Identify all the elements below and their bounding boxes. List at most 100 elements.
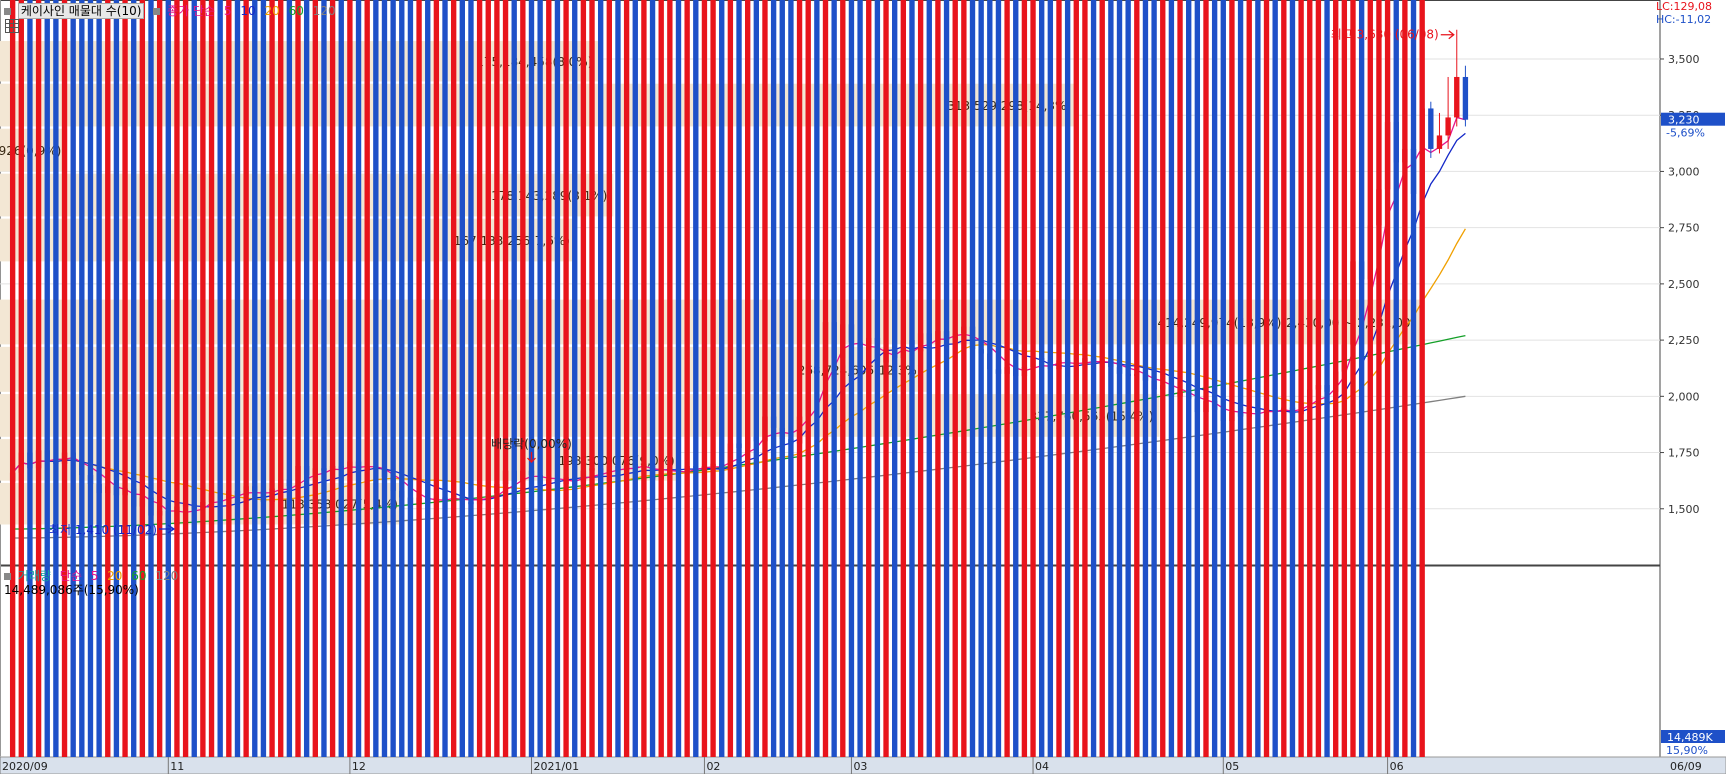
volume-bar — [736, 0, 742, 757]
volume-bar — [1013, 0, 1019, 757]
volume-bar — [1237, 0, 1244, 757]
volume-bar — [779, 0, 785, 757]
volume-bar — [1168, 0, 1175, 757]
low-annotation: 최저 1,410 (11/02) — [49, 523, 157, 537]
volume-bar — [987, 0, 993, 757]
volume-bar — [35, 0, 42, 757]
current-volume-box — [1661, 730, 1725, 743]
grid-toggle-icon[interactable] — [5, 19, 19, 33]
volume-bar — [485, 0, 491, 757]
current-price-label: 3,230 — [1668, 114, 1700, 127]
ma5-period: 5 — [223, 4, 232, 18]
volume-bar — [450, 0, 457, 757]
volume-bar — [1039, 0, 1045, 757]
volume-bars — [9, 0, 1425, 758]
volume-bar — [1047, 0, 1054, 757]
volume-bar — [701, 0, 708, 757]
volume-bar — [87, 0, 94, 757]
volume-bar — [848, 0, 855, 757]
volume-bar — [381, 0, 388, 757]
volume-bar — [675, 0, 682, 757]
volume-bar — [27, 0, 33, 757]
date-tick-label: 03 — [853, 760, 867, 773]
annotations: 최고 3,630 (06/08) 최저 1,410 (11/02) 배당락(0,00… — [49, 28, 1455, 537]
volume-bar — [546, 0, 552, 757]
price-legend: 케이사인 매물대 수(10) 종가 단순 5 10 20 60 120 — [4, 2, 341, 19]
volume-bar — [580, 0, 587, 757]
volume-bar — [1064, 0, 1071, 757]
price-tick-label: 3,000 — [1668, 165, 1700, 178]
volume-bar — [1410, 0, 1417, 757]
candle-body — [1436, 135, 1443, 149]
volume-bar — [1151, 0, 1157, 757]
volume-bar — [917, 0, 924, 757]
volume-bar — [727, 0, 734, 757]
volume-bar — [303, 0, 310, 757]
volume-bar — [321, 0, 327, 757]
indicator-title[interactable]: 케이사인 매물대 수(10) — [17, 3, 145, 19]
volume-bar — [105, 0, 111, 757]
volume-bar — [399, 0, 405, 757]
date-tick-label: 02 — [706, 760, 720, 773]
date-tick-label: 05 — [1225, 760, 1239, 773]
volume-bar — [814, 0, 820, 757]
volume-bar — [1281, 0, 1287, 757]
volume-bar — [1194, 0, 1201, 757]
volume-bar — [329, 0, 336, 757]
volume-bar — [866, 0, 872, 757]
volume-bar — [1203, 0, 1209, 757]
volume-bar — [355, 0, 362, 757]
ma120-period: 120 — [312, 4, 336, 18]
volume-bar — [926, 0, 932, 758]
volume-bar — [131, 0, 137, 757]
volume-bar — [572, 0, 578, 757]
volume-bar — [70, 0, 76, 757]
volume-bar — [295, 0, 301, 757]
volume-bar — [1220, 0, 1226, 757]
legend-icon[interactable] — [4, 8, 11, 15]
volume-bar — [243, 0, 249, 757]
volume-bar — [18, 0, 24, 757]
volume-bar — [122, 0, 128, 757]
volume-bar — [961, 0, 967, 757]
volume-bar — [1160, 0, 1166, 757]
volume-bar — [528, 0, 535, 757]
volume-bar — [900, 0, 907, 757]
volume-bar — [1289, 0, 1296, 757]
dividend-annotation: 배당락(0,00%) — [491, 437, 572, 451]
volume-bar — [390, 0, 396, 757]
volume-bar — [520, 0, 526, 757]
volume-bar — [589, 0, 595, 757]
volume-bar — [1307, 0, 1313, 757]
ma60-period: 60 — [288, 4, 304, 18]
volume-bar — [597, 0, 604, 757]
volume-bar — [1341, 0, 1348, 757]
volume-bar — [364, 0, 370, 757]
date-tick-label: 12 — [352, 760, 366, 773]
volume-bar — [822, 0, 829, 757]
volume-bar — [234, 0, 241, 757]
ma10-period: 10 — [240, 4, 256, 18]
volume-bar — [796, 0, 803, 757]
volume-bar — [892, 0, 898, 757]
volume-bar — [909, 0, 915, 757]
volume-bar — [1056, 0, 1062, 757]
candle-body — [1454, 76, 1460, 118]
volume-bar — [139, 0, 146, 757]
volume-bar — [537, 0, 543, 757]
volume-bar — [1073, 0, 1079, 757]
high-annotation: 최고 3,630 (06/08) — [1331, 28, 1439, 42]
volume-legend: 거래량 단순 5 20 60 120 — [4, 567, 183, 584]
volume-title[interactable]: 거래량 — [17, 569, 51, 583]
volume-bar — [667, 0, 673, 757]
volume-bar — [269, 0, 275, 757]
volume-bar — [658, 0, 664, 757]
dividend-arrow — [527, 452, 536, 463]
price-tick-label: 2,500 — [1668, 278, 1700, 291]
volume-bar — [373, 0, 379, 757]
volume-bar — [476, 0, 483, 757]
volume-bar — [286, 0, 293, 757]
price-tick-label: 1,750 — [1668, 447, 1700, 460]
